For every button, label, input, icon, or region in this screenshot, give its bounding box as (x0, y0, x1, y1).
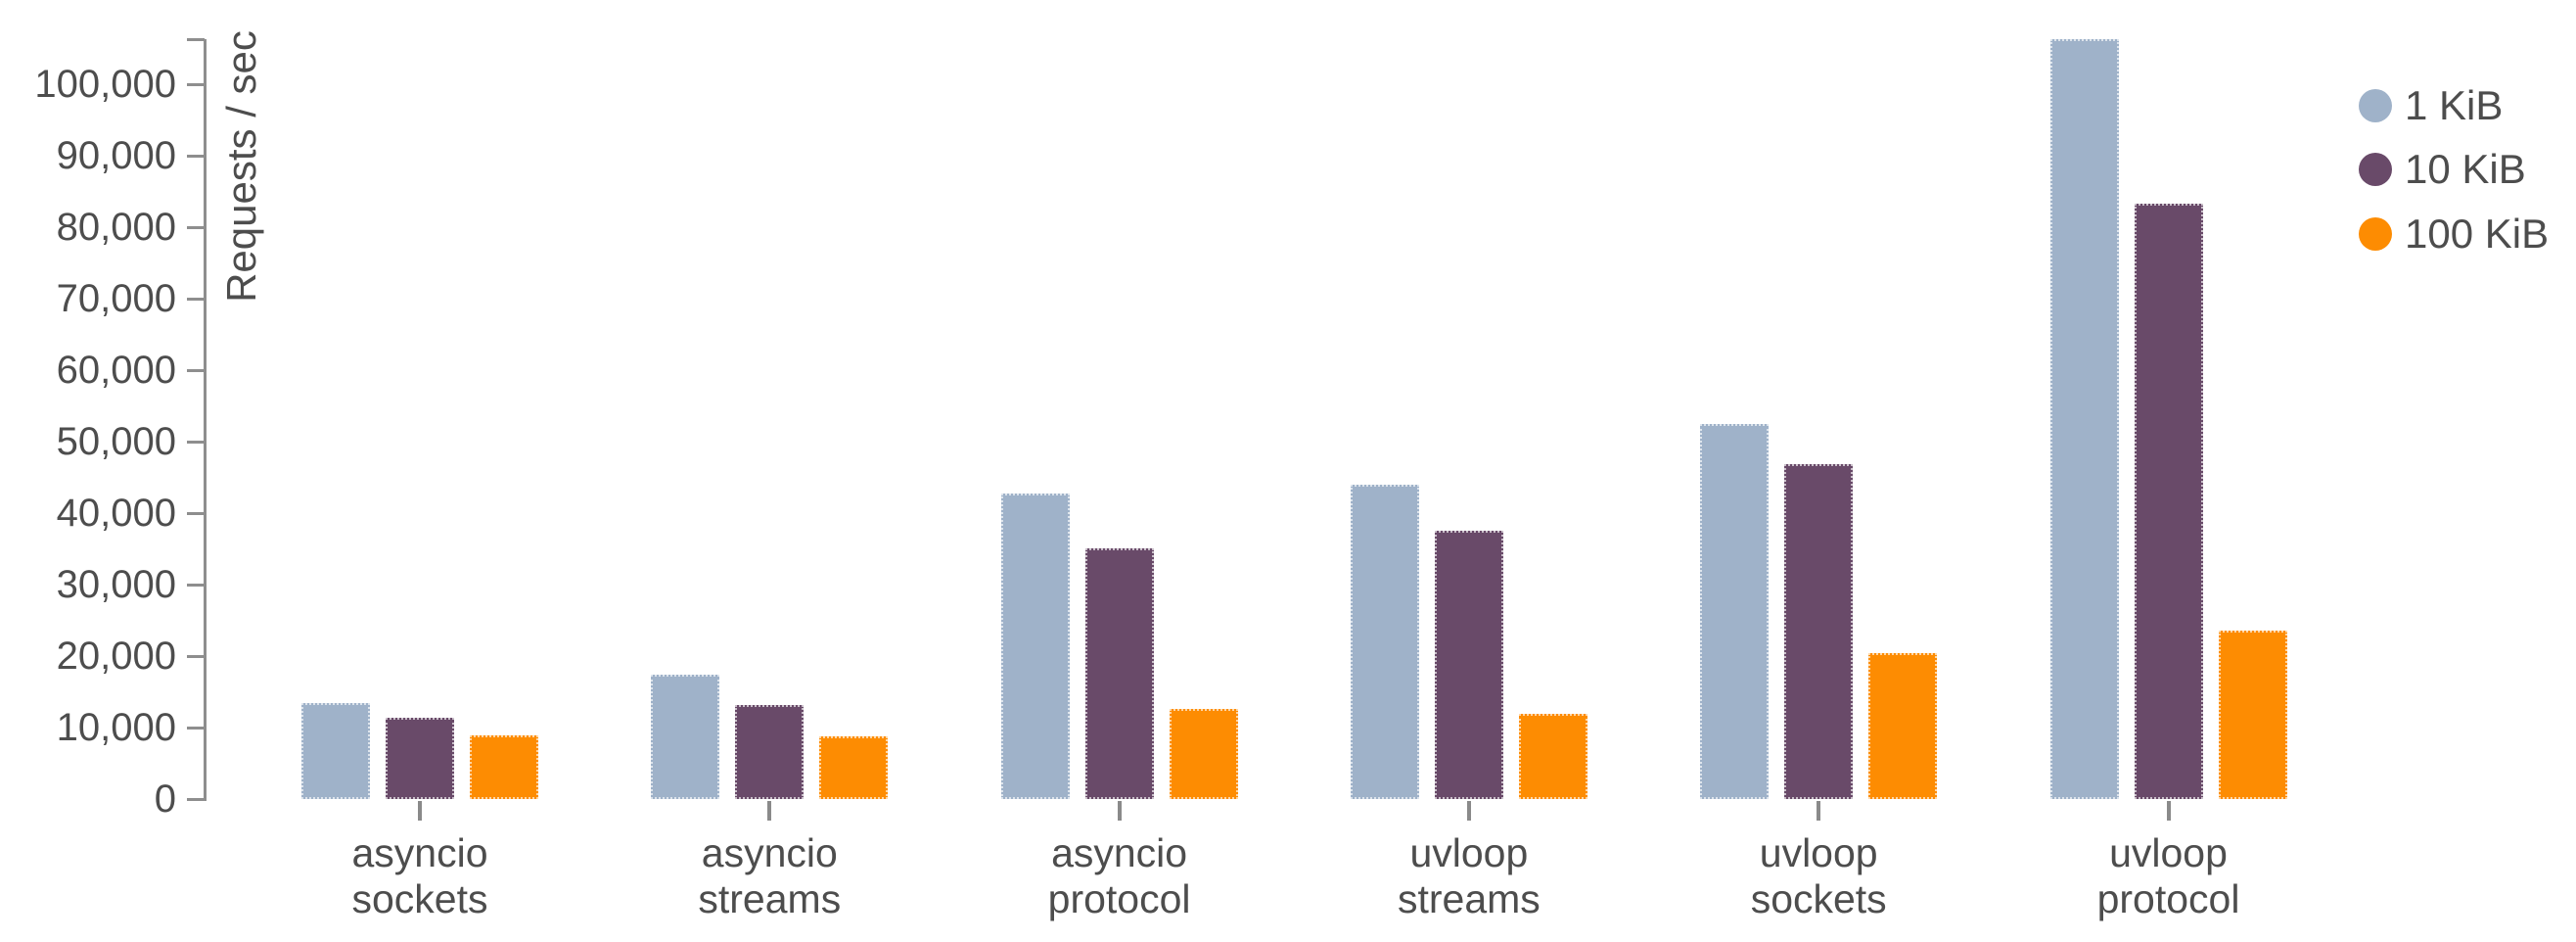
x-tick-mark (1117, 801, 1122, 821)
legend-label: 1 KiB (2405, 82, 2504, 128)
y-tick-label: 100,000 (34, 63, 176, 106)
y-tick-mark (187, 225, 205, 229)
x-tick-mark (767, 801, 772, 821)
x-tick-label-line: sockets (1750, 876, 1887, 921)
x-tick-mark (1466, 801, 1471, 821)
y-tick-mark (187, 654, 205, 658)
x-tick-label-line: asyncio (1051, 830, 1188, 875)
x-tick-label-asyncio-streams: asyncio streams (603, 830, 936, 922)
bar-1-kib-asyncio-sockets (301, 703, 370, 799)
y-tick-mark (187, 583, 205, 587)
bar-1-kib-uvloop-protocol (2049, 39, 2119, 799)
legend-item-1-kib: 1 KiB (2359, 82, 2503, 129)
x-tick-label-line: asyncio (351, 830, 488, 875)
x-tick-label-asyncio-protocol: asyncio protocol (953, 830, 1286, 922)
legend-swatch-circle-icon (2359, 153, 2392, 186)
x-tick-label-line: uvloop (1409, 830, 1529, 875)
y-tick-mark (187, 440, 205, 444)
y-tick-label: 20,000 (56, 635, 176, 678)
y-tick-label: 50,000 (56, 420, 176, 463)
x-tick-label-line: protocol (1047, 876, 1191, 921)
y-tick-mark (187, 511, 205, 515)
x-tick-label-asyncio-sockets: asyncio sockets (253, 830, 586, 922)
y-tick-label: 60,000 (56, 349, 176, 392)
bar-100-kib-uvloop-sockets (1868, 653, 1938, 799)
bar-10-kib-asyncio-protocol (1084, 548, 1154, 799)
y-tick-mark (187, 297, 205, 301)
x-tick-label-line: protocol (2096, 876, 2240, 921)
bar-10-kib-uvloop-streams (1434, 531, 1503, 799)
bar-10-kib-asyncio-sockets (386, 718, 454, 799)
x-tick-mark (1817, 801, 1821, 821)
y-axis-title: Requests / sec (218, 30, 264, 303)
y-tick-mark (187, 368, 205, 372)
x-tick-label-line: uvloop (1759, 830, 1878, 875)
y-tick-label: 0 (154, 777, 176, 821)
y-tick-mark (187, 154, 205, 158)
x-tick-label-line: streams (1397, 876, 1541, 921)
y-axis-line (204, 39, 207, 801)
bar-1-kib-asyncio-streams (651, 675, 720, 799)
bar-100-kib-asyncio-streams (819, 736, 889, 799)
legend-swatch-circle-icon (2359, 217, 2392, 251)
y-tick-mark (187, 82, 205, 86)
y-axis-endcap-tick (187, 37, 205, 41)
bar-10-kib-uvloop-protocol (2134, 204, 2203, 799)
bar-10-kib-uvloop-sockets (1784, 464, 1854, 799)
x-tick-label-uvloop-sockets: uvloop sockets (1652, 830, 1985, 922)
legend-label: 100 KiB (2405, 211, 2550, 257)
bar-100-kib-asyncio-sockets (470, 735, 538, 799)
bar-1-kib-asyncio-protocol (1000, 494, 1070, 799)
bar-1-kib-uvloop-streams (1350, 485, 1419, 799)
y-tick-label: 70,000 (56, 277, 176, 320)
bar-10-kib-asyncio-streams (735, 705, 805, 799)
x-tick-mark (2166, 801, 2171, 821)
bar-100-kib-uvloop-streams (1518, 714, 1587, 799)
y-tick-label: 30,000 (56, 563, 176, 606)
legend-swatch-circle-icon (2359, 89, 2392, 122)
legend-item-100-kib: 100 KiB (2359, 211, 2549, 258)
bar-1-kib-uvloop-sockets (1700, 424, 1770, 799)
y-tick-label: 40,000 (56, 492, 176, 535)
x-tick-label-line: uvloop (2109, 830, 2228, 875)
bar-100-kib-uvloop-protocol (2218, 631, 2287, 799)
y-tick-label: 90,000 (56, 134, 176, 177)
y-tick-mark (187, 726, 205, 730)
y-tick-label: 10,000 (56, 706, 176, 749)
bar-100-kib-asyncio-protocol (1169, 709, 1238, 799)
y-tick-label: 80,000 (56, 206, 176, 249)
x-tick-label-uvloop-protocol: uvloop protocol (2002, 830, 2335, 922)
x-tick-mark (418, 801, 422, 821)
x-tick-label-line: streams (698, 876, 842, 921)
x-tick-label-uvloop-streams: uvloop streams (1303, 830, 1635, 922)
legend-label: 10 KiB (2405, 146, 2526, 192)
x-tick-label-line: asyncio (701, 830, 838, 875)
y-tick-mark (187, 797, 205, 801)
legend-item-10-kib: 10 KiB (2359, 146, 2526, 193)
x-tick-label-line: sockets (351, 876, 488, 921)
